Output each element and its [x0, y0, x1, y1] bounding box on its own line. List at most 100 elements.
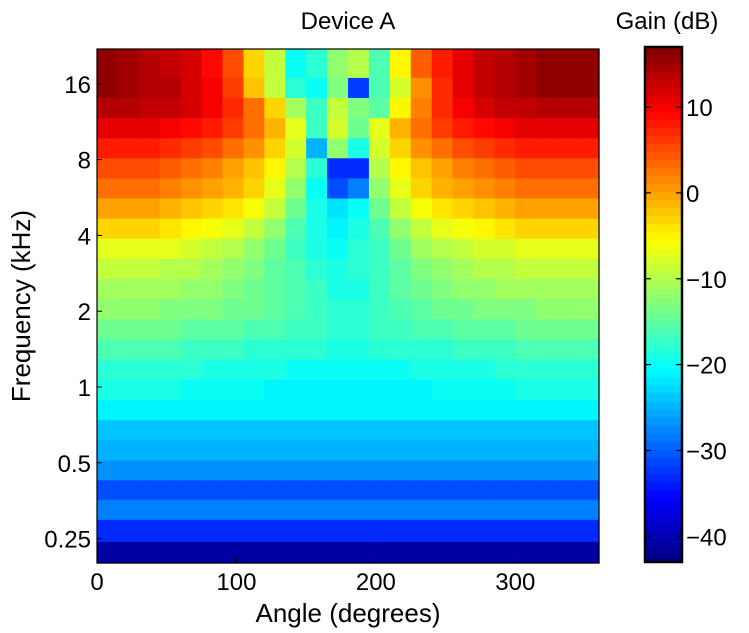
heatmap-cell [431, 479, 454, 500]
heatmap-cell [138, 177, 161, 199]
heatmap-cell [431, 541, 454, 564]
heatmap-cell [578, 49, 600, 78]
heatmap-cell [536, 459, 558, 481]
colorbar-tick-label: −40 [686, 524, 727, 551]
heatmap-cell [431, 399, 454, 421]
heatmap-cell [557, 419, 579, 441]
colorbar-band [645, 473, 682, 483]
heatmap-cell [389, 177, 412, 199]
heatmap-cell [285, 177, 307, 199]
heatmap-cell [180, 298, 203, 320]
heatmap-cell [285, 439, 307, 461]
heatmap-cell [452, 218, 475, 239]
heatmap-cell [557, 338, 579, 360]
heatmap-cell [159, 177, 182, 199]
heatmap-cell [410, 379, 433, 401]
heatmap-cell [264, 479, 286, 500]
heatmap-cell [473, 238, 496, 259]
colorbar-band [645, 159, 682, 169]
heatmap-cell [348, 479, 370, 500]
heatmap-cell [368, 479, 391, 500]
heatmap-cell [389, 258, 412, 280]
heatmap-cell [473, 499, 496, 520]
colorbar-band [645, 127, 682, 137]
colorbar-ticks: 10 0 −10 −20 −30 −40 [645, 95, 727, 551]
heatmap-cell [557, 117, 579, 139]
heatmap-cell [515, 338, 537, 360]
colorbar-band [645, 425, 682, 434]
heatmap-cell [389, 541, 412, 564]
heatmap-cell [536, 479, 558, 500]
heatmap-cell [348, 338, 370, 360]
heatmap-cell [306, 137, 328, 159]
colorbar-band [645, 433, 682, 442]
colorbar-band [645, 224, 682, 233]
heatmap-cell [578, 479, 600, 500]
heatmap-cell [515, 157, 537, 179]
heatmap-cell [222, 298, 245, 320]
heatmap-cell [389, 519, 412, 542]
heatmap-cell [306, 49, 328, 78]
heatmap-cell [452, 97, 475, 119]
heatmap-cell [494, 177, 516, 199]
heatmap-cell [515, 258, 537, 280]
heatmap-cell [222, 358, 245, 380]
heatmap-cell [473, 298, 496, 320]
colorbar-label: Gain (dB) [616, 8, 719, 35]
heatmap-cell [159, 117, 182, 139]
heatmap-cell [536, 519, 558, 542]
heatmap-cell [159, 459, 182, 481]
colorbar-band [645, 103, 682, 112]
heatmap-cell [431, 157, 454, 179]
heatmap-cell [243, 399, 265, 421]
heatmap-cell [536, 117, 558, 139]
chart-title: Device A [301, 8, 396, 35]
heatmap-cell [410, 157, 433, 179]
heatmap-cell [327, 479, 349, 500]
heatmap-cell [306, 177, 328, 199]
heatmap-cell [557, 499, 579, 520]
heatmap-cell [494, 439, 516, 461]
heatmap-cell [494, 49, 516, 78]
heatmap-cell [389, 77, 412, 98]
heatmap-cell [452, 278, 475, 300]
heatmap-cell [159, 258, 182, 280]
heatmap-cell [578, 97, 600, 119]
colorbar-band [645, 288, 682, 298]
heatmap-cell [327, 177, 349, 199]
heatmap-cell [536, 197, 558, 219]
heatmap-cell [159, 97, 182, 119]
heatmap-cell [285, 541, 307, 564]
heatmap-cell [368, 238, 391, 259]
heatmap-cell [327, 399, 349, 421]
heatmap-cell [97, 177, 119, 199]
colorbar-band [645, 264, 682, 273]
x-axis-label: Angle (degrees) [256, 598, 441, 628]
heatmap-cell [327, 238, 349, 259]
heatmap-cell [243, 479, 265, 500]
heatmap-cell [494, 541, 516, 564]
x-axis-ticks: 0 100 200 300 [90, 558, 535, 596]
colorbar-band [645, 296, 682, 306]
heatmap-cell [222, 379, 245, 401]
heatmap-cell [389, 399, 412, 421]
heatmap-cell [306, 77, 328, 98]
heatmap-cell [473, 379, 496, 401]
heatmap-cell [159, 479, 182, 500]
heatmap-cell [264, 519, 286, 542]
colorbar-band [645, 119, 682, 129]
heatmap-cell [180, 541, 203, 564]
heatmap-cell [138, 238, 161, 259]
heatmap-cell [159, 519, 182, 542]
heatmap-cell [138, 399, 161, 421]
heatmap-cell [473, 479, 496, 500]
colorbar-tick-label: −20 [686, 353, 727, 380]
heatmap-cell [117, 238, 140, 259]
heatmap-cell [264, 77, 286, 98]
colorbar-band [645, 417, 682, 426]
heatmap-cell [368, 278, 391, 300]
heatmap-cell [306, 97, 328, 119]
heatmap-cell [473, 157, 496, 179]
heatmap-cell [494, 278, 516, 300]
heatmap-cell [494, 479, 516, 500]
